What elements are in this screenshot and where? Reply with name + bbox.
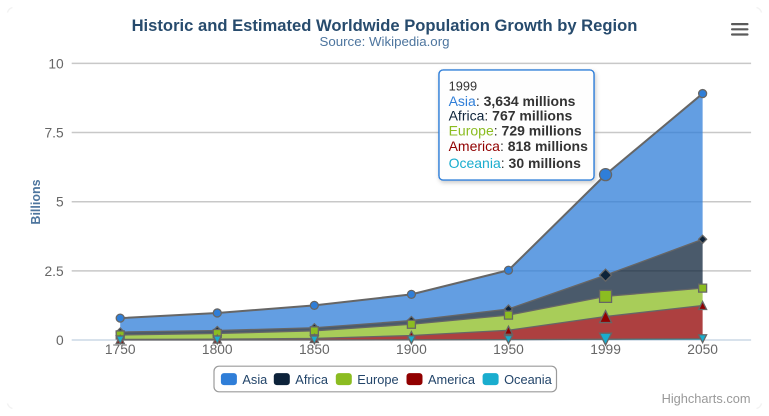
- svg-text:Oceania: 30 millions: Oceania: 30 millions: [449, 155, 582, 171]
- svg-text:Asia: 3,634 millions: Asia: 3,634 millions: [449, 93, 576, 109]
- svg-text:Highcharts.com: Highcharts.com: [662, 391, 751, 406]
- svg-text:2.5: 2.5: [45, 264, 65, 279]
- svg-text:1800: 1800: [202, 342, 233, 357]
- svg-text:5: 5: [56, 195, 64, 210]
- svg-text:1999: 1999: [590, 342, 621, 357]
- svg-text:1999: 1999: [449, 78, 477, 93]
- svg-text:Africa: 767 millions: Africa: 767 millions: [449, 108, 573, 124]
- svg-text:1850: 1850: [299, 342, 330, 357]
- svg-text:Europe: Europe: [357, 372, 398, 387]
- svg-text:Africa: Africa: [295, 372, 329, 387]
- svg-text:1900: 1900: [396, 342, 427, 357]
- svg-text:Source: Wikipedia.org: Source: Wikipedia.org: [319, 34, 449, 49]
- svg-text:0: 0: [56, 333, 64, 348]
- svg-text:10: 10: [48, 56, 64, 71]
- svg-text:Oceania: Oceania: [504, 372, 553, 387]
- svg-text:2050: 2050: [687, 342, 718, 357]
- svg-text:Historic and Estimated Worldwi: Historic and Estimated Worldwide Populat…: [132, 16, 638, 35]
- svg-text:Billions: Billions: [29, 179, 43, 224]
- svg-text:Asia: Asia: [242, 372, 268, 387]
- svg-text:1950: 1950: [493, 342, 524, 357]
- svg-text:America: America: [428, 372, 476, 387]
- svg-text:Europe: 729 millions: Europe: 729 millions: [449, 123, 582, 139]
- svg-text:7.5: 7.5: [45, 126, 65, 141]
- svg-text:1750: 1750: [105, 342, 136, 357]
- svg-text:America: 818 millions: America: 818 millions: [449, 138, 588, 154]
